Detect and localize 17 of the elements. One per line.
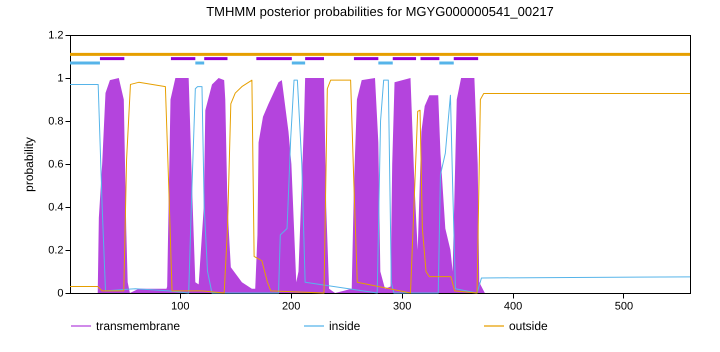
y-axis-title: probability xyxy=(22,137,36,192)
legend-label: transmembrane xyxy=(96,319,180,333)
x-tick-label: 500 xyxy=(614,300,634,312)
chart-title: TMHMM posterior probabilities for MGYG000000541_00217 xyxy=(206,4,554,19)
y-tick-label: 1 xyxy=(57,72,64,84)
x-tick-label: 400 xyxy=(504,300,522,312)
y-tick-label: 0.8 xyxy=(48,116,64,128)
legend-label: outside xyxy=(509,319,548,333)
legend-label: inside xyxy=(329,319,361,333)
y-tick-label: 0.2 xyxy=(48,244,64,256)
y-tick-label: 0.4 xyxy=(48,202,64,214)
x-tick-label: 300 xyxy=(392,300,412,312)
y-tick-label: 0.6 xyxy=(48,158,64,170)
y-tick-label: 0 xyxy=(57,288,64,300)
x-tick-label: 100 xyxy=(171,300,190,312)
y-tick-label: 1.2 xyxy=(48,30,64,42)
x-tick-label: 200 xyxy=(282,300,300,312)
